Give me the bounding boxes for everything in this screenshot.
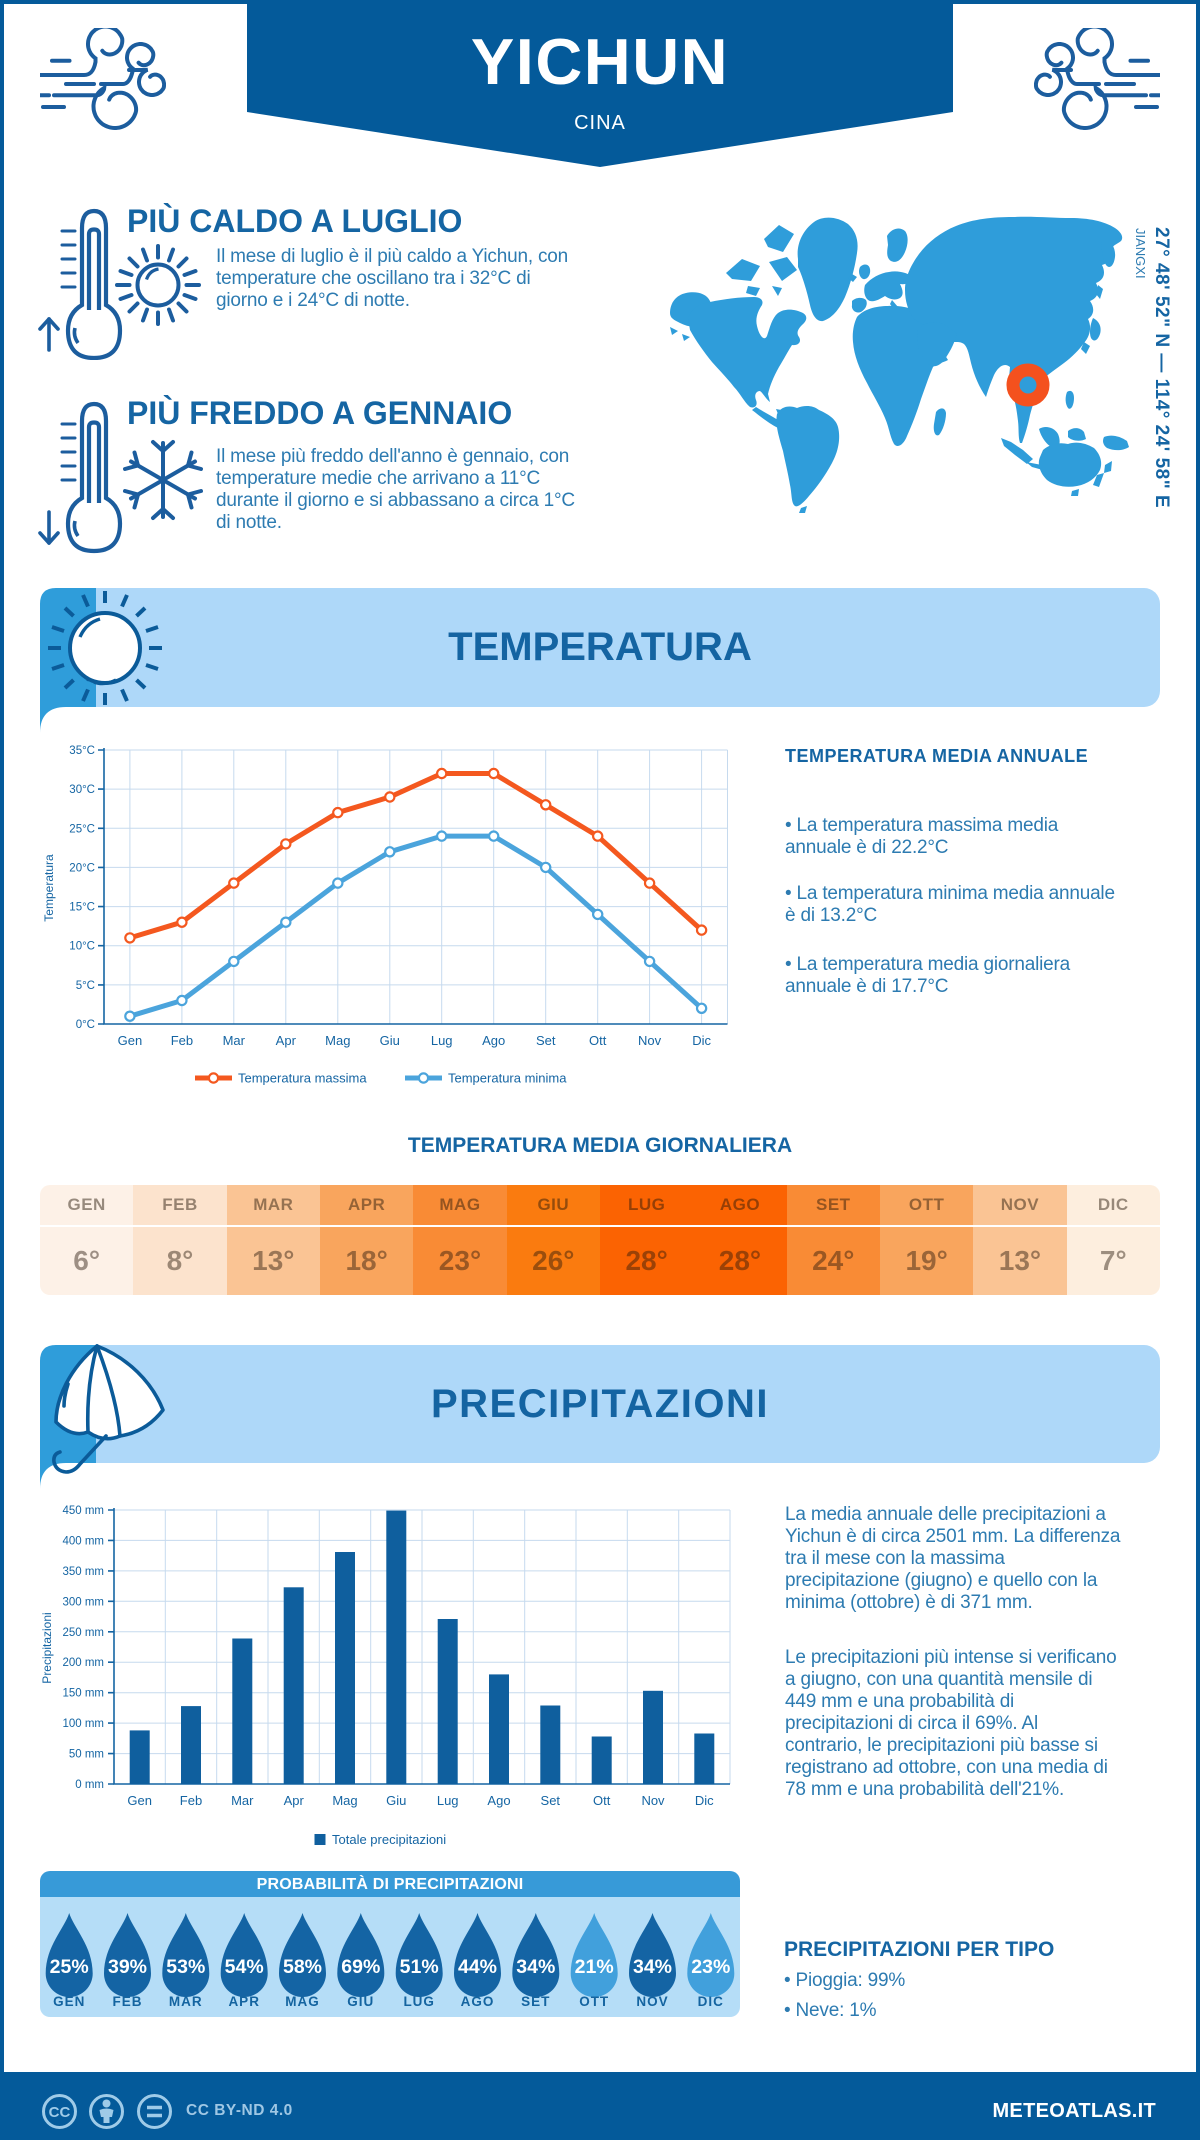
svg-text:AGO: AGO: [461, 1994, 495, 2009]
svg-text:LUG: LUG: [403, 1994, 435, 2009]
svg-text:0 mm: 0 mm: [75, 1779, 104, 1791]
svg-text:Lug: Lug: [437, 1793, 459, 1808]
svg-text:150 mm: 150 mm: [62, 1688, 104, 1700]
svg-text:Temperatura minima: Temperatura minima: [448, 1071, 567, 1086]
svg-text:25%: 25%: [50, 1956, 89, 1978]
svg-text:APR: APR: [228, 1994, 260, 2009]
svg-text:39%: 39%: [108, 1956, 147, 1978]
svg-text:DIC: DIC: [698, 1994, 724, 2009]
svg-text:34%: 34%: [633, 1956, 672, 1978]
svg-text:Set: Set: [541, 1793, 561, 1808]
svg-text:Giu: Giu: [386, 1793, 406, 1808]
svg-text:Apr: Apr: [284, 1793, 305, 1808]
svg-text:Dic: Dic: [692, 1033, 711, 1048]
svg-text:Totale precipitazioni: Totale precipitazioni: [332, 1832, 446, 1847]
svg-text:51%: 51%: [400, 1956, 439, 1978]
svg-text:44%: 44%: [458, 1956, 497, 1978]
svg-text:Temperatura massima: Temperatura massima: [238, 1071, 367, 1086]
svg-text:53%: 53%: [166, 1956, 205, 1978]
svg-text:200 mm: 200 mm: [62, 1657, 104, 1669]
svg-text:400 mm: 400 mm: [62, 1535, 104, 1547]
svg-text:Ago: Ago: [482, 1033, 505, 1048]
svg-text:Giu: Giu: [380, 1033, 400, 1048]
svg-text:Nov: Nov: [641, 1793, 665, 1808]
svg-text:30°C: 30°C: [69, 784, 95, 796]
svg-text:35°C: 35°C: [69, 745, 95, 757]
svg-text:NOV: NOV: [636, 1994, 668, 2009]
svg-text:350 mm: 350 mm: [62, 1566, 104, 1578]
svg-text:Dic: Dic: [695, 1793, 714, 1808]
svg-text:Mag: Mag: [332, 1793, 357, 1808]
svg-text:20°C: 20°C: [69, 862, 95, 874]
svg-text:Nov: Nov: [638, 1033, 662, 1048]
svg-text:10°C: 10°C: [69, 941, 95, 953]
svg-text:GIU: GIU: [347, 1994, 374, 2009]
svg-text:Temperatura: Temperatura: [42, 854, 56, 922]
svg-text:Feb: Feb: [171, 1033, 193, 1048]
svg-text:Apr: Apr: [276, 1033, 297, 1048]
svg-text:OTT: OTT: [579, 1994, 609, 2009]
svg-text:5°C: 5°C: [76, 980, 95, 992]
svg-text:MAR: MAR: [169, 1994, 203, 2009]
svg-text:58%: 58%: [283, 1956, 322, 1978]
svg-text:0°C: 0°C: [76, 1019, 95, 1031]
svg-text:Ott: Ott: [593, 1793, 611, 1808]
svg-text:GEN: GEN: [53, 1994, 85, 2009]
svg-text:Mar: Mar: [223, 1033, 246, 1048]
svg-text:450 mm: 450 mm: [62, 1505, 104, 1517]
svg-text:Mag: Mag: [325, 1033, 350, 1048]
svg-text:CC: CC: [49, 2104, 71, 2121]
svg-text:Gen: Gen: [118, 1033, 143, 1048]
svg-text:Precipitazioni: Precipitazioni: [40, 1612, 54, 1683]
svg-text:250 mm: 250 mm: [62, 1627, 104, 1639]
svg-text:Ott: Ott: [589, 1033, 607, 1048]
svg-text:300 mm: 300 mm: [62, 1596, 104, 1608]
svg-text:Ago: Ago: [487, 1793, 510, 1808]
svg-text:Feb: Feb: [180, 1793, 202, 1808]
svg-text:MAG: MAG: [285, 1994, 320, 2009]
svg-text:Gen: Gen: [127, 1793, 152, 1808]
svg-text:50 mm: 50 mm: [69, 1749, 104, 1761]
svg-text:21%: 21%: [575, 1956, 614, 1978]
svg-text:54%: 54%: [225, 1956, 264, 1978]
svg-text:Lug: Lug: [431, 1033, 453, 1048]
svg-text:25°C: 25°C: [69, 823, 95, 835]
svg-text:15°C: 15°C: [69, 902, 95, 914]
svg-text:Mar: Mar: [231, 1793, 254, 1808]
svg-text:Set: Set: [536, 1033, 556, 1048]
svg-text:23%: 23%: [691, 1956, 730, 1978]
svg-text:FEB: FEB: [113, 1994, 143, 2009]
svg-text:100 mm: 100 mm: [62, 1718, 104, 1730]
svg-text:SET: SET: [521, 1994, 550, 2009]
svg-text:34%: 34%: [516, 1956, 555, 1978]
svg-text:69%: 69%: [341, 1956, 380, 1978]
